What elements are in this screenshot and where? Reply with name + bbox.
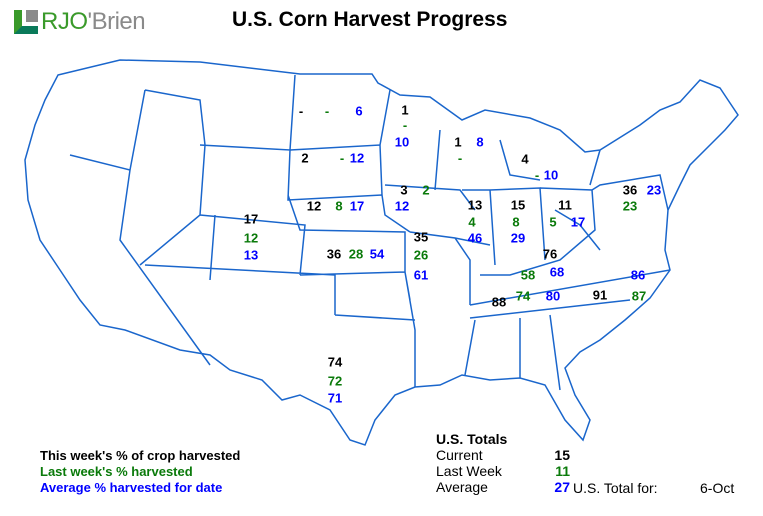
totals-heading: U.S. Totals — [436, 431, 508, 447]
state-current-value: 35 — [413, 229, 429, 245]
state-last-week-value: - — [534, 167, 540, 183]
state-last-week-value: - — [457, 150, 463, 166]
legend-current: This week's % of crop harvested — [40, 448, 241, 463]
state-current-value: 11 — [558, 197, 572, 213]
state-last-week-value: 5 — [549, 214, 557, 230]
current-label: Current — [436, 447, 483, 463]
state-last-week-value: 23 — [622, 198, 638, 214]
state-current-value: 88 — [491, 294, 507, 310]
logo-mark-icon — [14, 10, 38, 34]
state-average-value: 17 — [570, 214, 586, 230]
state-current-value: 36 — [622, 182, 638, 198]
state-average-value: 68 — [549, 264, 565, 280]
state-last-week-value: 74 — [515, 288, 531, 304]
state-last-week-value: - — [324, 103, 330, 119]
state-last-week-value: 4 — [468, 214, 476, 230]
state-average-value: 80 — [545, 288, 561, 304]
state-average-value: 10 — [543, 167, 559, 183]
state-current-value: 17 — [243, 211, 259, 227]
state-current-value: 15 — [510, 197, 526, 213]
state-average-value: 86 — [630, 267, 646, 283]
state-average-value: 54 — [369, 246, 385, 262]
state-last-week-value: - — [402, 117, 408, 133]
state-current-value: 1 — [454, 134, 462, 150]
state-average-value: 61 — [413, 267, 429, 283]
state-current-value: 76 — [542, 246, 558, 262]
state-current-value: 91 — [592, 287, 608, 303]
state-average-value: 12 — [394, 198, 410, 214]
state-last-week-value: 26 — [413, 247, 429, 263]
state-current-value: 4 — [521, 151, 529, 167]
state-current-value: 74 — [327, 354, 343, 370]
current-value: 15 — [554, 447, 570, 463]
logo-text: RJO'Brien — [41, 8, 146, 35]
state-last-week-value: 58 — [520, 267, 536, 283]
state-average-value: 23 — [646, 182, 662, 198]
state-last-week-value: - — [339, 150, 345, 166]
state-last-week-value: 87 — [631, 288, 647, 304]
last-week-label: Last Week — [436, 463, 502, 479]
us-totals: U.S. Totals Current 15 Last Week 11 Averag… — [436, 431, 570, 495]
average-value: 27 — [554, 479, 570, 495]
legend-last-week: Last week's % harvested — [40, 464, 193, 479]
rjo-brien-logo: RJO'Brien — [14, 8, 146, 36]
state-average-value: 29 — [510, 230, 526, 246]
state-last-week-value: 8 — [512, 214, 520, 230]
legend: This week's % of crop harvested Last wee… — [40, 448, 240, 496]
average-label: Average — [436, 479, 488, 495]
state-average-value: 8 — [476, 134, 484, 150]
last-week-value: 11 — [555, 463, 570, 479]
state-average-value: 71 — [327, 390, 343, 406]
state-last-week-value: 28 — [348, 246, 364, 262]
total-for-label: U.S. Total for: — [573, 480, 658, 496]
state-current-value: 12 — [306, 198, 322, 214]
legend-average: Average % harvested for date — [40, 480, 223, 495]
state-last-week-value: 8 — [335, 198, 343, 214]
report-date: 6-Oct — [700, 480, 735, 496]
state-last-week-value: 72 — [327, 373, 343, 389]
state-average-value: 6 — [355, 103, 363, 119]
state-current-value: 36 — [326, 246, 342, 262]
state-last-week-value: 2 — [422, 182, 430, 198]
state-average-value: 12 — [349, 150, 365, 166]
state-average-value: 46 — [467, 230, 483, 246]
us-outline — [24, 59, 739, 446]
state-current-value: 2 — [301, 150, 309, 166]
state-current-value: 3 — [400, 182, 408, 198]
state-current-value: 1 — [401, 102, 409, 118]
map-title: U.S. Corn Harvest Progress — [232, 8, 508, 31]
state-average-value: 17 — [349, 198, 365, 214]
state-average-value: 10 — [394, 134, 410, 150]
state-average-value: 13 — [243, 247, 259, 263]
state-borders — [69, 74, 671, 391]
state-current-value: 13 — [467, 197, 483, 213]
state-last-week-value: 12 — [243, 230, 259, 246]
state-current-value: - — [298, 103, 304, 119]
